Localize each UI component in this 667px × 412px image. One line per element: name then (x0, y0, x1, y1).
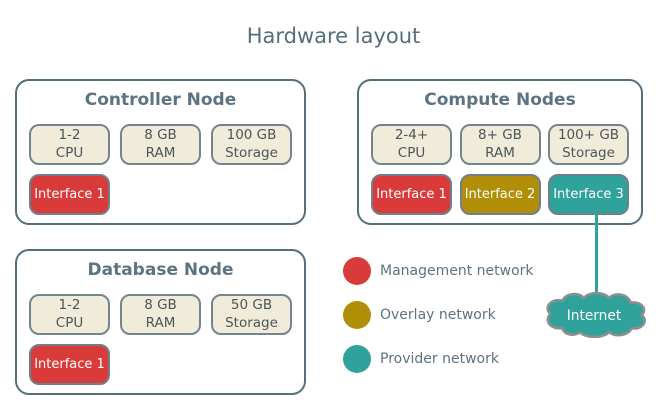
compute-interface-1: Interface 1 (371, 174, 452, 215)
database-storage-spec: 50 GB Storage (211, 294, 292, 335)
compute-nodes-title: Compute Nodes (424, 90, 576, 110)
provider-network-connector-line (595, 214, 598, 302)
spec-value: 8 GB (144, 296, 177, 313)
controller-interface-1: Interface 1 (29, 174, 110, 215)
spec-value: 1-2 (58, 296, 81, 313)
legend-label: Management network (380, 263, 534, 279)
legend-label: Provider network (380, 351, 499, 367)
controller-node-box: Controller Node 1-2 CPU 8 GB RAM 100 GB … (15, 79, 306, 225)
spec-unit: RAM (145, 314, 176, 331)
spec-value: 1-2 (58, 126, 81, 143)
controller-ram-spec: 8 GB RAM (120, 124, 201, 165)
spec-unit: Storage (562, 144, 615, 161)
legend-item-management: Management network (343, 257, 534, 285)
provider-network-dot-icon (343, 345, 371, 373)
controller-interface-row: Interface 1 (29, 174, 292, 215)
page-title: Hardware layout (246, 24, 421, 48)
controller-cpu-spec: 1-2 CPU (29, 124, 110, 165)
database-ram-spec: 8 GB RAM (120, 294, 201, 335)
controller-spec-row: 1-2 CPU 8 GB RAM 100 GB Storage (29, 124, 292, 165)
controller-storage-spec: 100 GB Storage (211, 124, 292, 165)
compute-interface-row: Interface 1 Interface 2 Interface 3 (371, 174, 629, 215)
compute-storage-spec: 100+ GB Storage (548, 124, 629, 165)
database-node-title: Database Node (87, 260, 234, 280)
database-interface-1: Interface 1 (29, 344, 110, 385)
spec-unit: Storage (225, 314, 278, 331)
overlay-network-dot-icon (343, 301, 371, 329)
spec-value: 100+ GB (557, 126, 620, 143)
controller-node-title: Controller Node (84, 90, 237, 110)
spec-value: 50 GB (230, 296, 273, 313)
internet-cloud-icon: Internet (546, 291, 646, 339)
database-spec-row: 1-2 CPU 8 GB RAM 50 GB Storage (29, 294, 292, 335)
legend-item-overlay: Overlay network (343, 301, 534, 329)
compute-cpu-spec: 2-4+ CPU (371, 124, 452, 165)
legend-label: Overlay network (380, 307, 496, 323)
spec-value: 2-4+ (394, 126, 429, 143)
compute-spec-row: 2-4+ CPU 8+ GB RAM 100+ GB Storage (371, 124, 629, 165)
internet-label: Internet (567, 308, 622, 324)
compute-ram-spec: 8+ GB RAM (459, 124, 541, 165)
spec-value: 8 GB (144, 126, 177, 143)
database-node-box: Database Node 1-2 CPU 8 GB RAM 50 GB Sto… (15, 249, 306, 395)
spec-unit: CPU (397, 144, 426, 161)
spec-value: 100 GB (226, 126, 277, 143)
spec-unit: Storage (225, 144, 278, 161)
compute-interface-2: Interface 2 (459, 174, 541, 215)
database-interface-row: Interface 1 (29, 344, 292, 385)
spec-unit: RAM (485, 144, 515, 161)
spec-unit: CPU (55, 314, 84, 331)
spec-unit: RAM (145, 144, 176, 161)
management-network-dot-icon (343, 257, 371, 285)
compute-interface-3: Interface 3 (548, 174, 629, 215)
legend-item-provider: Provider network (343, 345, 534, 373)
spec-unit: CPU (55, 144, 84, 161)
network-legend: Management network Overlay network Provi… (343, 257, 534, 373)
spec-value: 8+ GB (478, 126, 522, 143)
database-cpu-spec: 1-2 CPU (29, 294, 110, 335)
compute-nodes-box: Compute Nodes 2-4+ CPU 8+ GB RAM 100+ GB… (357, 79, 643, 225)
